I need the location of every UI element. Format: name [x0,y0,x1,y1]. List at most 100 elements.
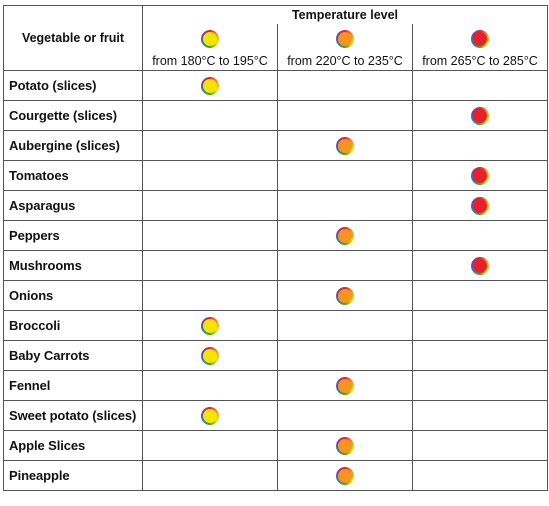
level-cell [277,160,413,191]
table-row: Apple Slices [3,430,548,461]
level-cell [412,100,548,131]
level-cell [142,400,278,431]
temperature-dot [336,286,354,305]
temperature-dot [336,376,354,395]
temperature-dot [471,166,489,185]
level-cell [412,160,548,191]
group-header: Temperature level [142,5,548,24]
level-cell [142,280,278,311]
dot-fill [473,198,487,213]
table-row: Tomatoes [3,160,548,191]
item-name: Pineapple [3,460,143,491]
dot-fill [338,288,352,303]
level-cell [142,430,278,461]
level-cell [277,220,413,251]
level-cell [142,370,278,401]
item-name: Potato (slices) [3,70,143,101]
dot-fill [338,32,352,46]
temperature-dot [336,30,354,48]
header-subrow: from 180°C to 195°C from 220°C to 235°C fr… [4,24,548,71]
temperature-dot [201,76,219,95]
item-name: Aubergine (slices) [3,130,143,161]
temperature-dot [471,106,489,125]
level-cell [142,160,278,191]
level-cell [412,310,548,341]
dot-fill [203,348,217,363]
level-cell [412,70,548,101]
level-cell [412,190,548,221]
level-cell [412,370,548,401]
temperature-dot [336,436,354,455]
temperature-table: Vegetable or fruit Temperature level fro… [3,5,548,491]
column-header: from 220°C to 235°C [277,24,413,71]
level-cell [142,250,278,281]
item-name: Peppers [3,220,143,251]
level-cell [412,220,548,251]
temperature-dot [471,30,489,48]
temperature-dot [471,256,489,275]
level-cell [277,100,413,131]
item-name: Broccoli [3,310,143,341]
table-row: Fennel [3,370,548,401]
item-name: Sweet potato (slices) [3,400,143,431]
level-cell [277,70,413,101]
temperature-dot [471,196,489,215]
temperature-dot [336,226,354,245]
dot-fill [338,438,352,453]
level-cell [142,310,278,341]
dot-fill [203,32,217,46]
level-cell [277,190,413,221]
level-cell [412,280,548,311]
dot-fill [338,378,352,393]
item-name: Baby Carrots [3,340,143,371]
level-cell [142,100,278,131]
column-header: from 265°C to 285°C [412,24,548,71]
column-label: from 220°C to 235°C [287,54,403,68]
dot-fill [338,138,352,153]
temperature-dot [201,316,219,335]
corner-header: Vegetable or fruit [3,5,143,71]
item-name: Apple Slices [3,430,143,461]
column-header: from 180°C to 195°C [142,24,278,71]
table-row: Sweet potato (slices) [3,400,548,431]
dot-fill [473,168,487,183]
dot-fill [338,228,352,243]
dot-fill [203,408,217,423]
table-row: Aubergine (slices) [3,130,548,161]
temperature-dot [201,406,219,425]
temperature-dot [201,346,219,365]
dot-fill [338,468,352,483]
column-label: from 265°C to 285°C [422,54,538,68]
temperature-dot [336,466,354,485]
level-cell [142,220,278,251]
level-cell [277,130,413,161]
level-cell [277,460,413,491]
table-row: Asparagus [3,190,548,221]
level-cell [277,400,413,431]
table-row: Broccoli [3,310,548,341]
dot-fill [203,318,217,333]
dot-fill [473,258,487,273]
table-row: Potato (slices) [3,70,548,101]
header-row: Vegetable or fruit Temperature level [3,5,548,71]
level-cell [277,340,413,371]
level-cell [142,70,278,101]
item-name: Asparagus [3,190,143,221]
level-cell [412,400,548,431]
level-cell [277,310,413,341]
level-cell [142,130,278,161]
level-cell [142,190,278,221]
table-row: Mushrooms [3,250,548,281]
dot-fill [473,32,487,46]
column-label: from 180°C to 195°C [152,54,268,68]
item-name: Mushrooms [3,250,143,281]
level-cell [277,370,413,401]
table-row: Courgette (slices) [3,100,548,131]
table-row: Pineapple [3,460,548,491]
item-name: Fennel [3,370,143,401]
level-cell [412,430,548,461]
item-name: Courgette (slices) [3,100,143,131]
table-row: Baby Carrots [3,340,548,371]
level-cell [412,250,548,281]
